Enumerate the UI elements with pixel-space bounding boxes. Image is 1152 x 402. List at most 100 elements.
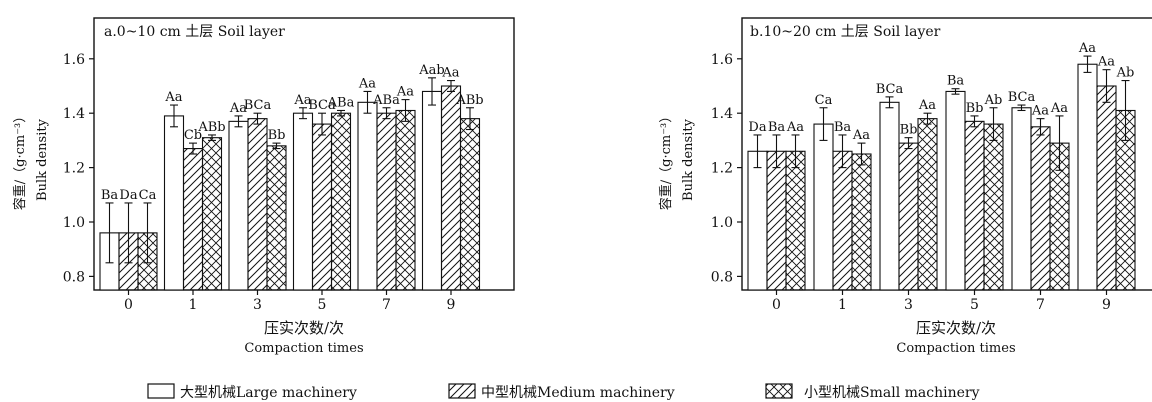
- bar-hatch: [832, 150, 853, 291]
- significance-label: Aa: [396, 85, 414, 100]
- significance-label: Cb: [184, 128, 202, 143]
- x-tick-label: 7: [1036, 297, 1045, 313]
- y-tick-label: 1.0: [63, 215, 85, 231]
- bar-blank: [813, 123, 834, 291]
- bar-blank: [228, 120, 249, 291]
- significance-label: Da: [119, 188, 137, 203]
- y-axis-title-en: Bulk density: [35, 118, 50, 201]
- significance-label: Aa: [293, 93, 311, 108]
- significance-label: Aa: [164, 90, 182, 105]
- significance-label: Ba: [101, 188, 119, 203]
- bar-cross: [785, 150, 806, 291]
- significance-label: Ba: [768, 120, 786, 135]
- panel-title: b.10~20 cm 土层 Soil layer: [750, 24, 941, 40]
- y-tick-label: 1.2: [711, 161, 733, 177]
- bar-blank: [357, 101, 378, 291]
- significance-label: Da: [748, 120, 766, 135]
- legend-swatch-cross: [765, 383, 793, 399]
- bar-hatch: [964, 120, 985, 291]
- x-tick-label: 0: [772, 297, 781, 313]
- bar-hatch: [766, 150, 787, 291]
- significance-label: Ca: [815, 93, 833, 108]
- significance-label: Aa: [358, 76, 376, 91]
- bar-blank: [1011, 107, 1032, 291]
- legend-label: 中型机械Medium machinery: [481, 385, 675, 401]
- axes-layer: 0.8 1.0 1.2 1.4 1.6 0 1 3 5 7 9: [63, 52, 456, 313]
- bar-blank: [421, 90, 443, 291]
- significance-label: ABa: [372, 93, 400, 108]
- y-tick-label: 1.4: [711, 106, 733, 122]
- significance-label: Aa: [1078, 41, 1096, 56]
- significance-label: BCa: [876, 82, 904, 97]
- y-tick-label: 0.8: [711, 269, 733, 285]
- y-tick-label: 1.6: [711, 52, 733, 68]
- y-axis-title-cn: 容重/（g·cm⁻³）: [658, 110, 674, 211]
- significance-label: ABb: [455, 93, 483, 108]
- bar-cross: [459, 118, 481, 291]
- chart-panel-b: b.10~20 cm 土层 Soil layer Da Ba AaCaBaAaBCa…: [658, 17, 1152, 356]
- significance-label: Ba: [947, 74, 965, 89]
- legend-item-medium: 中型机械Medium machinery: [448, 383, 675, 401]
- bar-cross: [330, 112, 352, 291]
- x-axis-title-cn: 压实次数/次: [264, 319, 344, 337]
- chart-panel-a: a.0~10 cm 土层 Soil layer Ba Da CaAaCbABbAaB…: [12, 17, 515, 356]
- bar-hatch: [440, 85, 462, 291]
- significance-label: Aa: [786, 120, 804, 135]
- significance-label: Aa: [852, 128, 870, 143]
- panel-title: a.0~10 cm 土层 Soil layer: [104, 24, 285, 40]
- significance-label: Ab: [984, 93, 1003, 108]
- bar-hatch: [1096, 85, 1117, 291]
- y-tick-label: 1.2: [63, 161, 85, 177]
- significance-label: BCa: [308, 98, 336, 113]
- bar-hatch: [1030, 126, 1051, 291]
- y-tick-label: 1.4: [63, 106, 85, 122]
- bar-cross: [395, 109, 416, 291]
- x-tick-label: 5: [970, 297, 979, 313]
- x-tick-label: 5: [318, 297, 327, 313]
- y-axis-title-en: Bulk density: [681, 118, 696, 201]
- bar-hatch: [247, 118, 268, 291]
- y-axis-title-cn: 容重/（g·cm⁻³）: [12, 110, 28, 211]
- bar-blank: [163, 115, 185, 291]
- significance-label: Aa: [229, 101, 247, 116]
- significance-label: Ba: [834, 120, 852, 135]
- x-tick-label: 0: [124, 297, 133, 313]
- significance-label: Bb: [900, 123, 918, 138]
- bar-cross: [851, 153, 872, 291]
- legend-swatch-blank: [147, 383, 175, 399]
- significance-label: Bb: [966, 101, 984, 116]
- x-axis-title-en: Compaction times: [244, 341, 363, 356]
- bar-hatch: [376, 112, 397, 291]
- bar-cross: [983, 123, 1004, 291]
- significance-label: BCa: [1008, 90, 1036, 105]
- y-tick-label: 1.6: [63, 52, 85, 68]
- x-axis-title-cn: 压实次数/次: [916, 319, 996, 337]
- bar-blank: [1077, 63, 1098, 291]
- bar-hatch: [311, 123, 333, 291]
- significance-label: Bb: [268, 128, 286, 143]
- significance-label: Aa: [1097, 55, 1115, 70]
- y-tick-label: 0.8: [63, 269, 85, 285]
- x-tick-label: 1: [838, 297, 847, 313]
- significance-label: Aa: [1031, 104, 1049, 119]
- bar-blank: [747, 150, 768, 291]
- significance-label: Aa: [1050, 101, 1068, 116]
- significance-label: Ab: [1116, 66, 1135, 81]
- axes-layer: 0.8 1.0 1.2 1.4 1.6 0 1 3 5 7 9: [711, 52, 1111, 313]
- legend-item-small: 小型机械Small machinery: [765, 383, 980, 401]
- significance-label: Aa: [918, 98, 936, 113]
- x-axis-title-en: Compaction times: [896, 341, 1015, 356]
- significance-label: ABa: [327, 95, 355, 110]
- significance-label: Aa: [441, 66, 459, 81]
- x-tick-label: 3: [904, 297, 913, 313]
- bar-blank: [879, 101, 900, 291]
- x-tick-label: 7: [382, 297, 391, 313]
- significance-label: ABb: [197, 120, 225, 135]
- significance-label: BCa: [244, 98, 272, 113]
- significance-label: Aab: [418, 63, 444, 78]
- x-tick-label: 1: [189, 297, 198, 313]
- bar-cross: [201, 137, 223, 291]
- legend-label: 小型机械Small machinery: [804, 385, 980, 401]
